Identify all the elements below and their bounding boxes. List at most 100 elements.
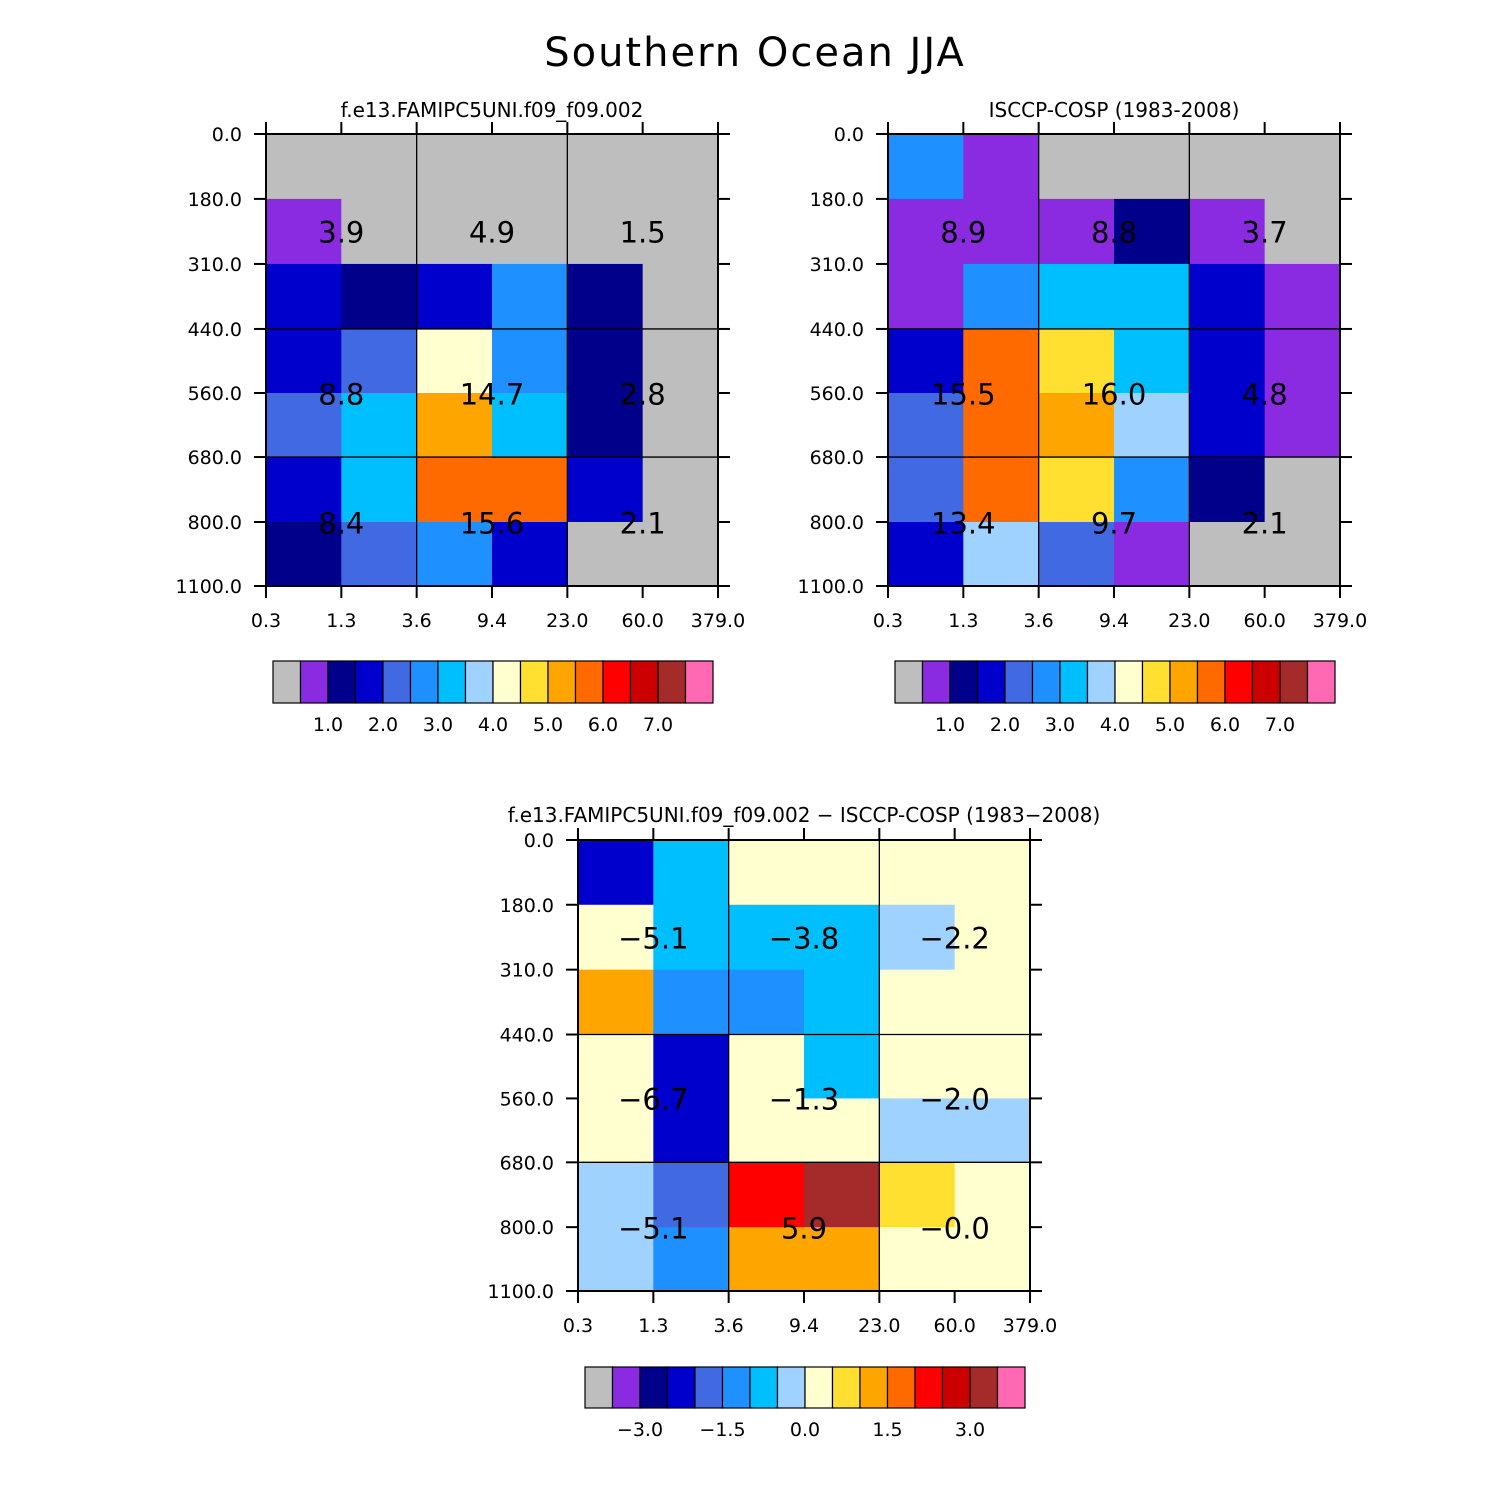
heatmap-cell (1038, 393, 1115, 458)
colorbar: 1.0 2.0 3.0 4.0 5.0 6.0 7.0 (894, 660, 1336, 736)
colorbar-label: −3.0 (617, 1419, 663, 1441)
colorbar-swatch (921, 660, 951, 704)
y-tick-label: 0.0 (834, 124, 864, 146)
x-tick-label: 23.0 (546, 610, 588, 632)
colorbar-swatch (1031, 660, 1061, 704)
heatmap-cell (416, 328, 493, 394)
colorbar-label: 7.0 (1265, 714, 1295, 736)
box-value-label: 5.9 (781, 1211, 827, 1245)
heatmap-cell (879, 1034, 956, 1100)
heatmap-cell (1038, 457, 1115, 523)
colorbar-swatch (666, 1366, 696, 1409)
box-value-label: −5.1 (618, 922, 688, 956)
box-value-label: −2.2 (919, 922, 989, 956)
colorbar-label: 4.0 (478, 714, 508, 736)
heatmap-cell (1264, 263, 1341, 330)
heatmap-cell (653, 1098, 730, 1163)
heatmap-cell (266, 263, 342, 330)
colorbar-swatch (1141, 660, 1171, 704)
box-value-label: 8.9 (940, 216, 986, 250)
y-tick-label: 560.0 (810, 383, 864, 405)
x-tick-label: 23.0 (1168, 610, 1210, 632)
colorbar-swatch (299, 660, 329, 704)
heatmap-cell (492, 522, 568, 587)
y-tick-label: 800.0 (188, 512, 242, 534)
y-tick-label: 680.0 (810, 447, 864, 469)
colorbar-swatch (976, 660, 1006, 704)
colorbar-swatch (639, 1366, 669, 1409)
heatmap-cell (341, 328, 418, 394)
colorbar-swatch (831, 1366, 861, 1409)
y-tick-label: 440.0 (500, 1025, 554, 1047)
heatmap-cell (888, 134, 964, 200)
heatmap-cell (578, 969, 654, 1036)
x-tick-label: 60.0 (622, 610, 664, 632)
heatmap-cell (728, 1227, 805, 1292)
heatmap-cell (341, 134, 418, 200)
heatmap-cell (888, 457, 964, 523)
box-value-label: 1.5 (620, 216, 666, 250)
heatmap-cell (888, 198, 964, 265)
colorbar-swatch (941, 1366, 971, 1409)
heatmap-cell (653, 840, 730, 906)
heatmap-cell (728, 969, 805, 1036)
heatmap-cell (1189, 522, 1266, 587)
heatmap-cell (1189, 198, 1266, 265)
colorbar-swatch (409, 660, 439, 704)
colorbar-swatch (886, 1366, 916, 1409)
heatmap-cell (1264, 522, 1341, 587)
heatmap-cell (266, 134, 342, 200)
box-value-label: 9.7 (1091, 506, 1137, 540)
box-value-label: 8.4 (318, 506, 364, 540)
heatmap-cell (888, 328, 964, 394)
heatmap-cell (954, 840, 1031, 906)
y-tick-label: 680.0 (188, 447, 242, 469)
colorbar-label: 3.0 (423, 714, 453, 736)
box-value-label: 15.5 (931, 377, 996, 411)
heatmap-cell (963, 263, 1040, 330)
heatmap-cell (416, 198, 493, 265)
colorbar-swatch (492, 660, 522, 704)
heatmap-cell (567, 522, 644, 587)
heatmap-cell (578, 904, 654, 971)
x-tick-label: 1.3 (326, 610, 356, 632)
colorbar-swatch (327, 660, 357, 704)
heatmap-cell (963, 522, 1040, 587)
box-value-label: 8.8 (1091, 216, 1137, 250)
x-tick-label: 0.3 (251, 610, 281, 632)
heatmap-cell (1189, 263, 1266, 330)
heatmap-cell (1264, 198, 1341, 265)
colorbar-label: 6.0 (1210, 714, 1240, 736)
heatmap-cell (879, 1098, 956, 1163)
heatmap-cell (888, 263, 964, 330)
y-tick-label: 310.0 (500, 960, 554, 982)
heatmap-cell (879, 904, 956, 971)
main-title: Southern Ocean JJA (544, 30, 966, 76)
box-value-label: 3.9 (318, 216, 364, 250)
x-tick-label: 9.4 (789, 1315, 819, 1337)
x-tick-label: 9.4 (477, 610, 507, 632)
heatmap-cell (567, 134, 644, 200)
colorbar-swatch (602, 660, 632, 704)
heatmap-cell (341, 522, 418, 587)
heatmap-cell (642, 457, 719, 523)
y-tick-label: 1100.0 (488, 1281, 554, 1303)
colorbar-swatch (749, 1366, 779, 1409)
heatmap-cell (804, 1162, 880, 1228)
heatmap-cell (492, 198, 568, 265)
x-tick-label: 3.6 (1024, 610, 1054, 632)
colorbar-swatch (949, 660, 979, 704)
heatmap-cell (1264, 134, 1341, 200)
colorbar-swatch (272, 660, 302, 704)
panel-title: ISCCP-COSP (1983-2008) (989, 98, 1240, 122)
colorbar-swatch (694, 1366, 724, 1409)
colorbar: −3.0 −1.5 0.0 1.5 3.0 (584, 1366, 1026, 1441)
heatmap-cell (567, 393, 644, 458)
heatmap-cell (653, 969, 730, 1036)
box-value-label: −6.7 (618, 1083, 688, 1117)
box-value-label: 2.1 (1242, 506, 1288, 540)
colorbar-label: 3.0 (955, 1419, 985, 1441)
heatmap-cell (492, 457, 568, 523)
y-tick-label: 310.0 (810, 254, 864, 276)
colorbar-swatch (1196, 660, 1226, 704)
